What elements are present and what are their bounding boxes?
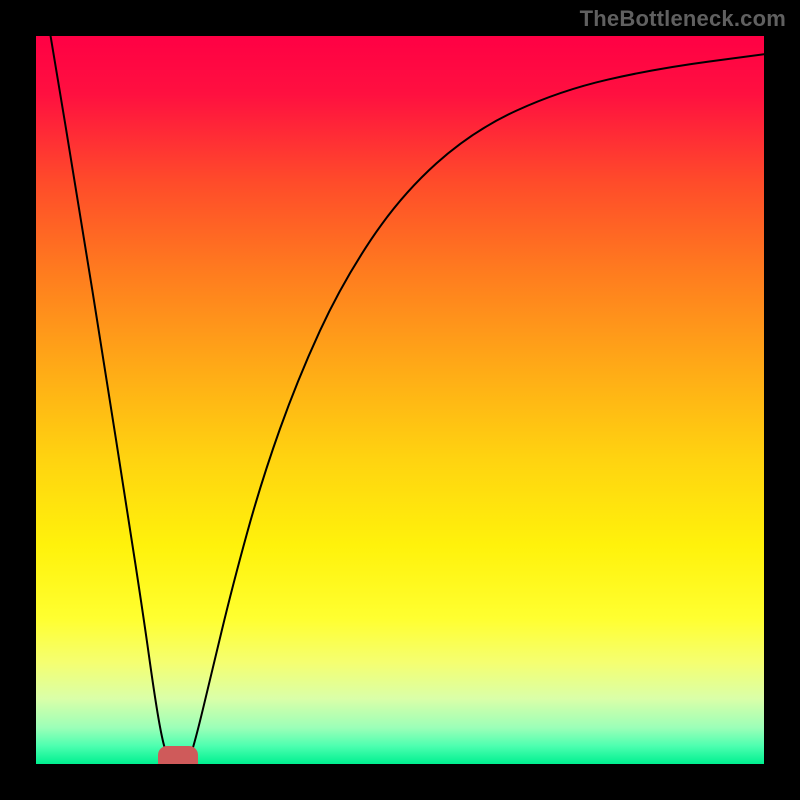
curve-left-branch [51, 36, 167, 757]
watermark-text: TheBottleneck.com [580, 6, 786, 32]
trough-marker-1 [158, 749, 176, 764]
chart-frame: TheBottleneck.com [0, 0, 800, 800]
curve-right-branch [190, 54, 764, 757]
trough-marker-2 [180, 749, 198, 764]
bottleneck-curve [36, 36, 764, 764]
plot-area [36, 36, 764, 764]
